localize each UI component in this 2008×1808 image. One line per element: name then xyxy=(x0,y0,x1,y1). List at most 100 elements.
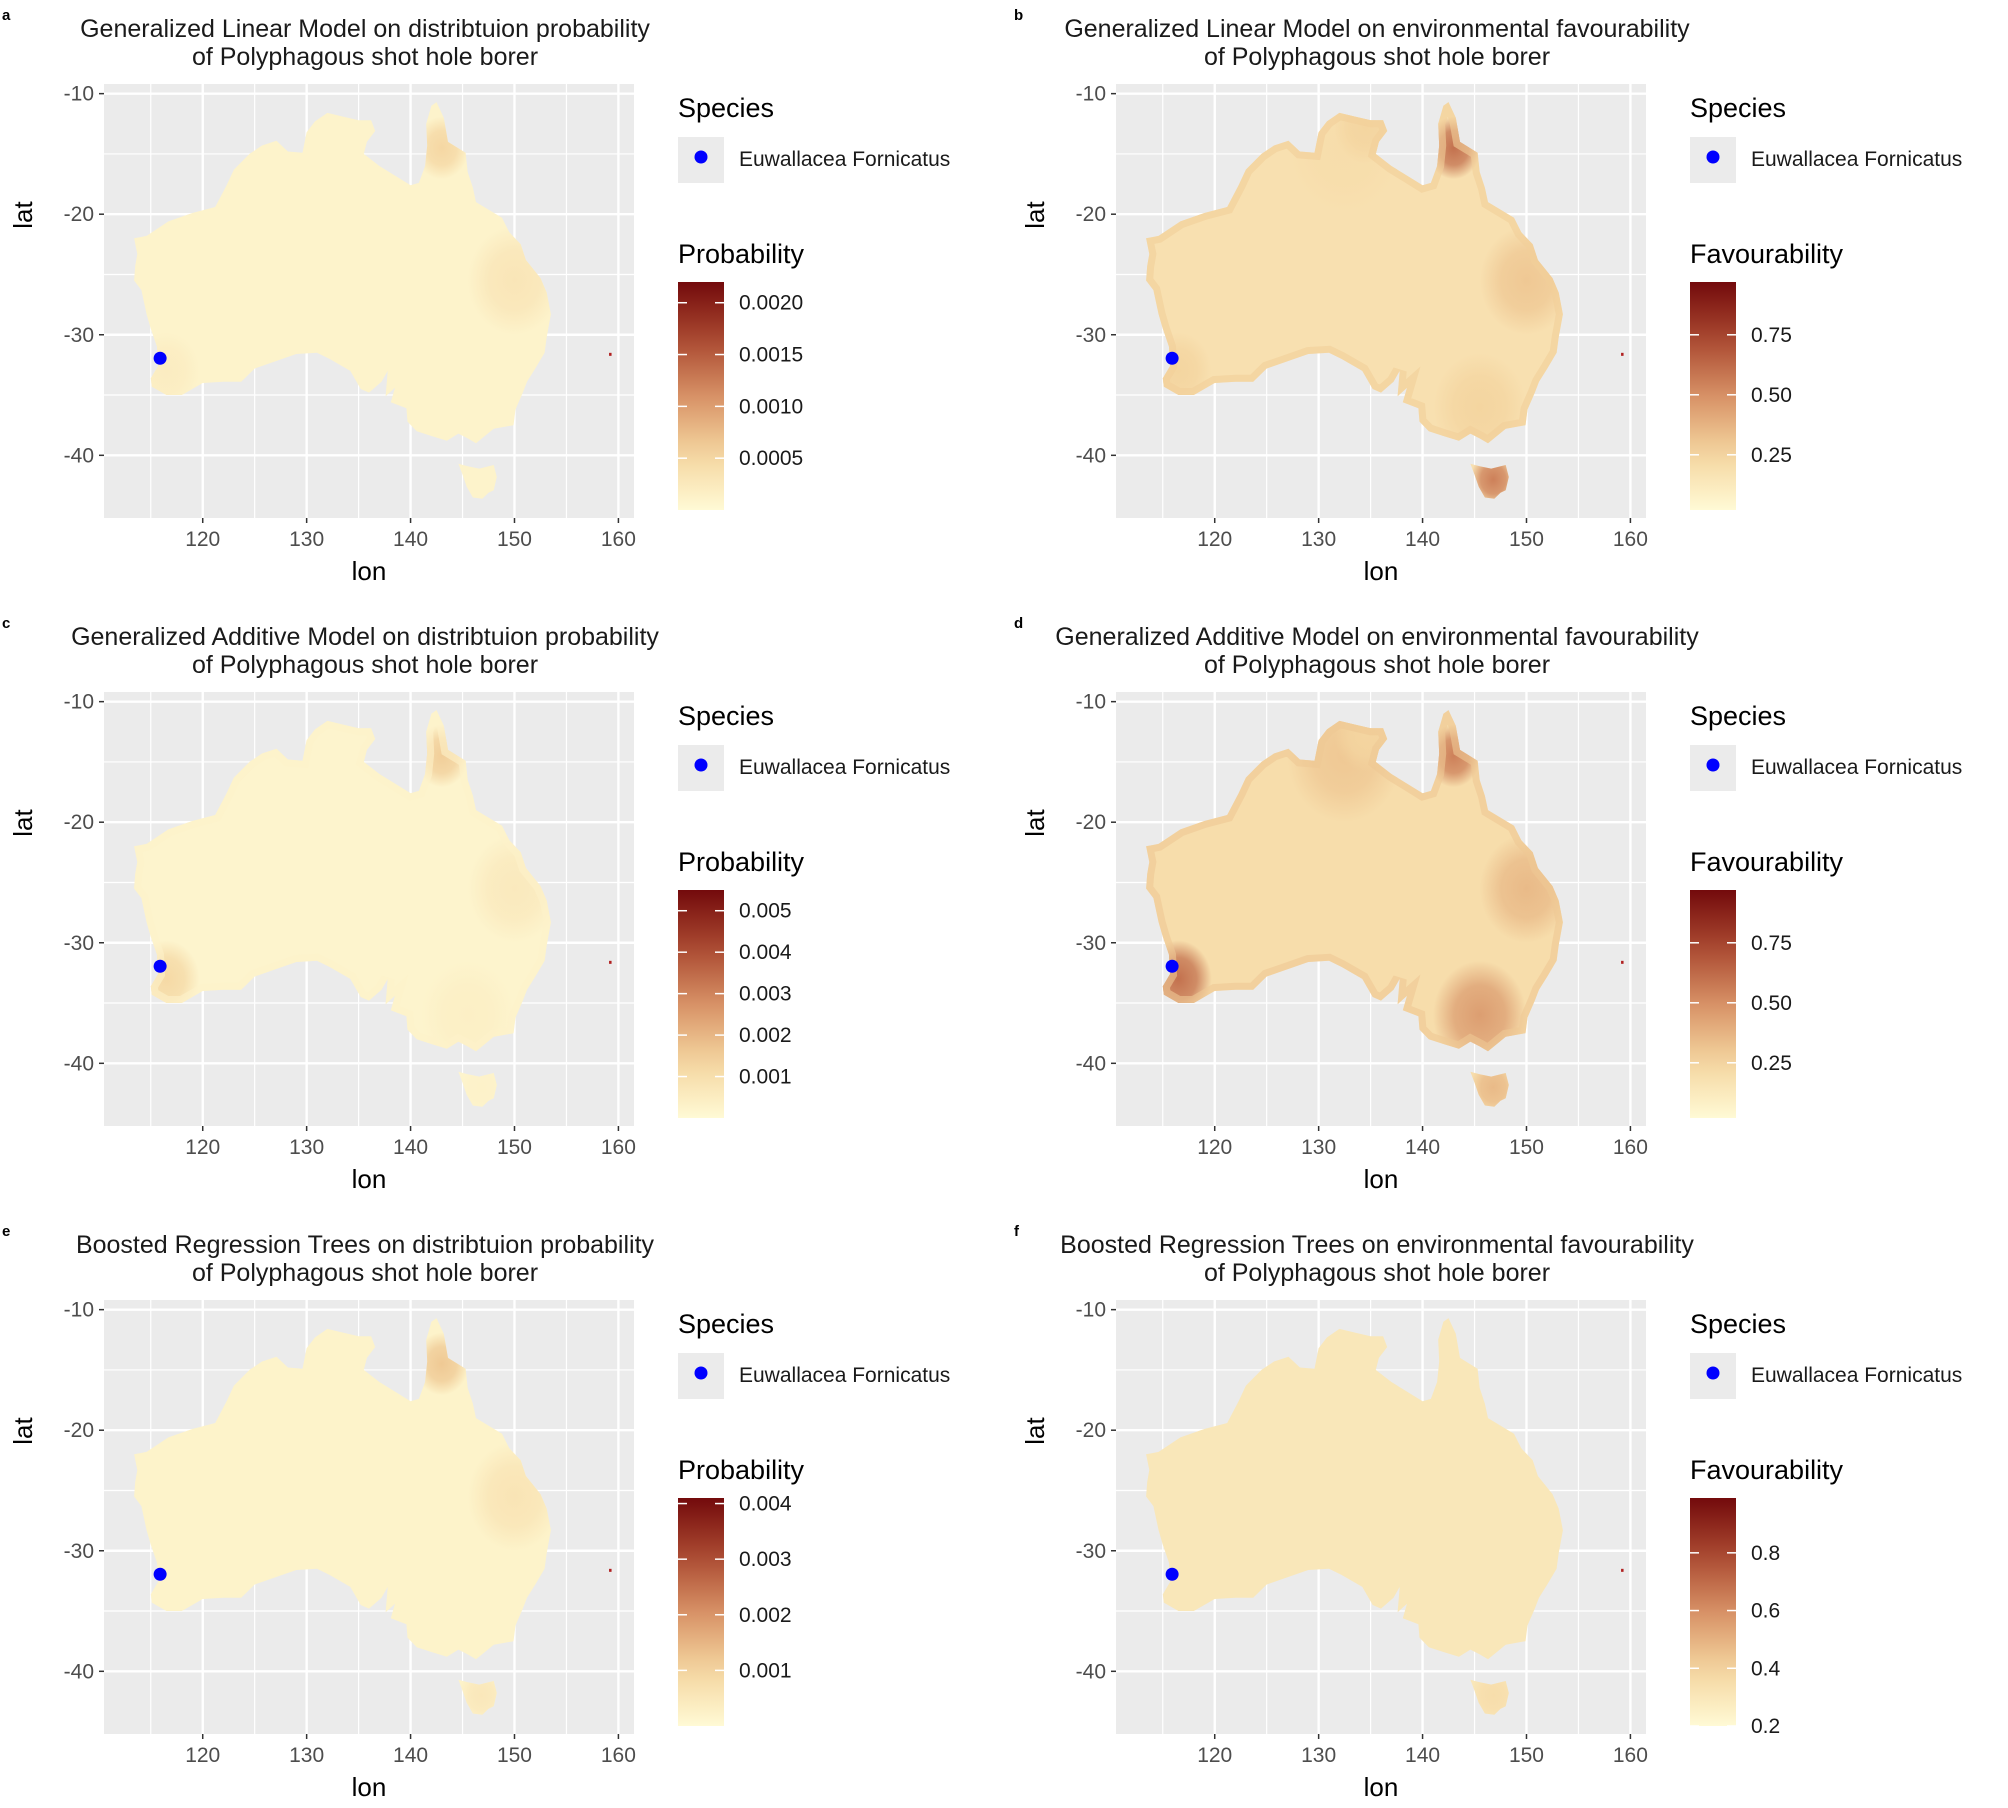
legend-fill-title: Probability xyxy=(678,1455,805,1485)
y-tick-label: -30 xyxy=(64,324,94,347)
chart-title: Boosted Regression Trees on distribtuion… xyxy=(76,1231,655,1259)
y-tick-label: -30 xyxy=(1076,324,1106,347)
occurrence-point xyxy=(1165,1567,1179,1581)
colorbar-tick-label: 0.001 xyxy=(739,1659,792,1682)
legend-point-icon xyxy=(694,758,708,772)
x-axis-label: lon xyxy=(352,1772,387,1802)
occurrence-point xyxy=(1165,351,1179,365)
panel-b: b Generalized Linear Model on environment… xyxy=(1014,7,1962,586)
x-tick-label: 160 xyxy=(601,1136,636,1159)
legend-species-label: Euwallacea Fornicatus xyxy=(1751,756,1962,779)
colorbar-tick-label: 0.75 xyxy=(1751,324,1792,347)
chart-subtitle: of Polyphagous shot hole borer xyxy=(1204,1259,1550,1287)
chart-subtitle: of Polyphagous shot hole borer xyxy=(192,43,538,71)
legend-species-title: Species xyxy=(1690,701,1786,731)
x-tick-label: 130 xyxy=(1301,528,1336,551)
chart-title: Generalized Additive Model on environmen… xyxy=(1055,623,1699,651)
y-tick-label: -40 xyxy=(1076,1660,1106,1683)
x-axis-label: lon xyxy=(1364,556,1399,586)
chart-title: Boosted Regression Trees on environmenta… xyxy=(1060,1231,1694,1259)
y-axis-label: lat xyxy=(1020,1416,1050,1444)
colorbar-tick-label: 0.002 xyxy=(739,1604,792,1627)
colorbar-tick-label: 0.003 xyxy=(739,983,792,1006)
legend-fill-title: Probability xyxy=(678,847,805,877)
colorbar xyxy=(1690,890,1736,1118)
x-axis-label: lon xyxy=(352,556,387,586)
x-tick-label: 160 xyxy=(1613,528,1648,551)
y-tick-label: -30 xyxy=(64,1540,94,1563)
y-tick-label: -20 xyxy=(1076,1419,1106,1442)
legend-point-icon xyxy=(1706,758,1720,772)
colorbar-tick-label: 0.75 xyxy=(1751,932,1792,955)
colorbar-tick-label: 0.6 xyxy=(1751,1600,1780,1623)
x-tick-label: 150 xyxy=(1509,1136,1544,1159)
colorbar xyxy=(1690,1498,1736,1726)
y-tick-label: -10 xyxy=(1076,1299,1106,1322)
legend-fill-title: Favourability xyxy=(1690,847,1844,877)
x-tick-label: 140 xyxy=(393,528,428,551)
y-tick-label: -20 xyxy=(64,811,94,834)
legend-species-title: Species xyxy=(678,93,774,123)
island-cell xyxy=(1621,352,1624,356)
x-tick-label: 130 xyxy=(289,528,324,551)
x-tick-label: 140 xyxy=(393,1136,428,1159)
x-tick-label: 140 xyxy=(1405,528,1440,551)
chart-title: Generalized Linear Model on distribtuion… xyxy=(80,15,650,43)
y-tick-label: -20 xyxy=(64,1419,94,1442)
colorbar-tick-label: 0.0005 xyxy=(739,447,803,470)
x-tick-label: 120 xyxy=(185,1136,220,1159)
colorbar-tick-label: 0.25 xyxy=(1751,1052,1792,1075)
y-tick-label: -20 xyxy=(64,203,94,226)
island-cell xyxy=(1621,960,1624,964)
x-tick-label: 160 xyxy=(601,528,636,551)
colorbar xyxy=(1690,282,1736,510)
occurrence-point xyxy=(153,351,167,365)
chart-subtitle: of Polyphagous shot hole borer xyxy=(192,1259,538,1287)
y-axis-label: lat xyxy=(8,808,38,836)
legend-species-title: Species xyxy=(678,701,774,731)
island-cell xyxy=(609,960,612,964)
colorbar-tick-label: 0.4 xyxy=(1751,1657,1781,1680)
x-axis-label: lon xyxy=(1364,1772,1399,1802)
occurrence-point xyxy=(153,1567,167,1581)
colorbar-tick-label: 0.0010 xyxy=(739,395,803,418)
x-tick-label: 120 xyxy=(185,528,220,551)
colorbar-tick-label: 0.50 xyxy=(1751,992,1792,1015)
colorbar-tick-label: 0.8 xyxy=(1751,1542,1780,1565)
occurrence-point xyxy=(153,959,167,973)
x-tick-label: 130 xyxy=(289,1744,324,1767)
y-tick-label: -10 xyxy=(64,1299,94,1322)
x-tick-label: 130 xyxy=(1301,1136,1336,1159)
panel-letter: c xyxy=(2,615,10,632)
panel-a: a Generalized Linear Model on distribtuio… xyxy=(2,7,950,586)
x-axis-label: lon xyxy=(352,1164,387,1194)
colorbar xyxy=(678,282,724,510)
y-tick-label: -10 xyxy=(64,691,94,714)
surface-coast xyxy=(134,710,551,1060)
y-tick-label: -30 xyxy=(64,932,94,955)
panel-letter: d xyxy=(1014,615,1023,632)
x-tick-label: 150 xyxy=(497,1744,532,1767)
x-tick-label: 160 xyxy=(1613,1136,1648,1159)
colorbar xyxy=(678,1498,724,1726)
legend-species-title: Species xyxy=(1690,1309,1786,1339)
x-tick-label: 120 xyxy=(1197,1744,1232,1767)
y-axis-label: lat xyxy=(8,200,38,228)
panel-f: f Boosted Regression Trees on environment… xyxy=(1014,1223,1962,1802)
surface-coast xyxy=(1146,710,1563,1060)
panel-e: e Boosted Regression Trees on distribtuio… xyxy=(2,1223,950,1802)
x-tick-label: 160 xyxy=(601,1744,636,1767)
x-tick-label: 140 xyxy=(1405,1136,1440,1159)
x-tick-label: 140 xyxy=(1405,1744,1440,1767)
colorbar xyxy=(678,890,724,1118)
x-tick-label: 120 xyxy=(1197,1136,1232,1159)
colorbar-tick-label: 0.2 xyxy=(1751,1715,1780,1738)
y-axis-label: lat xyxy=(1020,200,1050,228)
legend-point-icon xyxy=(1706,1366,1720,1380)
legend-point-icon xyxy=(1706,150,1720,164)
x-tick-label: 140 xyxy=(393,1744,428,1767)
x-tick-label: 160 xyxy=(1613,1744,1648,1767)
x-tick-label: 150 xyxy=(497,1136,532,1159)
y-axis-label: lat xyxy=(1020,808,1050,836)
colorbar-tick-label: 0.002 xyxy=(739,1024,792,1047)
